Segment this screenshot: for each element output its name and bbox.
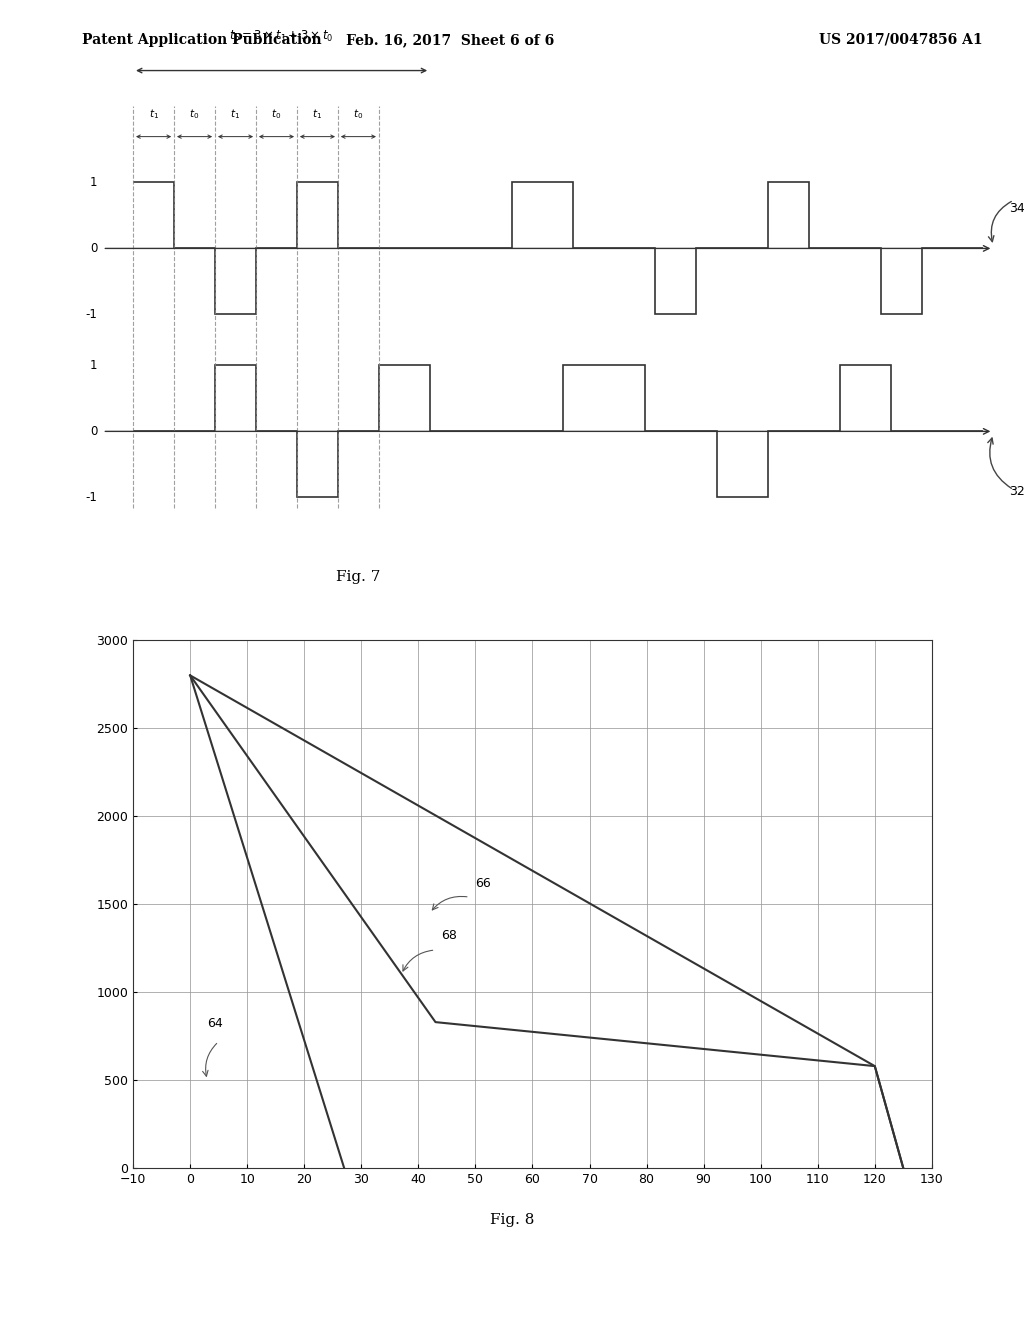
Text: 66: 66	[475, 876, 492, 890]
Text: $t_0$: $t_0$	[353, 107, 364, 121]
Text: Patent Application Publication: Patent Application Publication	[82, 33, 322, 48]
Text: 64: 64	[207, 1018, 223, 1031]
Text: $t_1$: $t_1$	[312, 107, 323, 121]
Text: -1: -1	[85, 491, 97, 504]
Text: 1: 1	[90, 176, 97, 189]
Text: $t_p=3\times t_1+3\times t_0$: $t_p=3\times t_1+3\times t_0$	[229, 28, 334, 45]
Text: Feb. 16, 2017  Sheet 6 of 6: Feb. 16, 2017 Sheet 6 of 6	[346, 33, 555, 48]
Text: 68: 68	[441, 929, 457, 942]
Text: 34: 34	[1009, 202, 1024, 215]
Text: $t_1$: $t_1$	[148, 107, 159, 121]
Text: $t_1$: $t_1$	[230, 107, 241, 121]
Text: 0: 0	[90, 242, 97, 255]
Text: -1: -1	[85, 308, 97, 321]
Text: US 2017/0047856 A1: US 2017/0047856 A1	[819, 33, 983, 48]
Text: 32: 32	[1009, 484, 1024, 498]
Text: $t_0$: $t_0$	[271, 107, 282, 121]
Text: 0: 0	[90, 425, 97, 438]
Text: Fig. 7: Fig. 7	[336, 570, 381, 583]
Text: 1: 1	[90, 359, 97, 372]
Text: Fig. 8: Fig. 8	[489, 1213, 535, 1226]
Text: $t_0$: $t_0$	[189, 107, 200, 121]
